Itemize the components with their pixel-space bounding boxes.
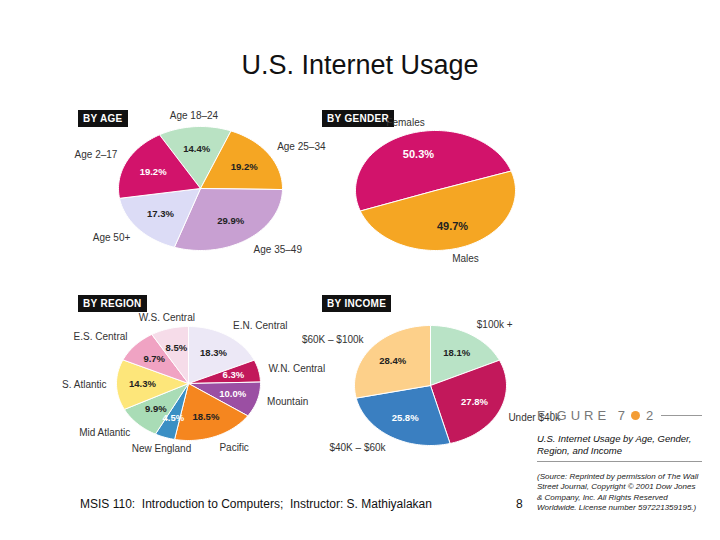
svg-text:28.4%: 28.4% <box>379 355 406 366</box>
svg-text:14.3%: 14.3% <box>129 378 156 389</box>
svg-text:Mountain: Mountain <box>267 396 308 407</box>
svg-text:Age 18–24: Age 18–24 <box>170 110 219 121</box>
svg-text:18.1%: 18.1% <box>443 347 470 358</box>
svg-text:19.2%: 19.2% <box>231 161 258 172</box>
svg-text:Mid Atlantic: Mid Atlantic <box>79 427 130 438</box>
svg-text:50.3%: 50.3% <box>403 148 434 160</box>
svg-text:18.3%: 18.3% <box>200 347 227 358</box>
svg-text:Age 25–34: Age 25–34 <box>277 141 326 152</box>
svg-text:9.7%: 9.7% <box>143 353 165 364</box>
svg-text:27.8%: 27.8% <box>461 396 488 407</box>
svg-text:9.9%: 9.9% <box>145 403 167 414</box>
svg-text:W.S. Central: W.S. Central <box>139 312 195 323</box>
svg-text:17.3%: 17.3% <box>147 208 174 219</box>
svg-text:18.5%: 18.5% <box>192 411 219 422</box>
svg-text:E.S. Central: E.S. Central <box>74 331 128 342</box>
svg-text:New England: New England <box>132 443 191 454</box>
svg-text:Age 50+: Age 50+ <box>93 232 131 243</box>
svg-text:Age 35–49: Age 35–49 <box>254 244 303 255</box>
svg-text:49.7%: 49.7% <box>437 220 468 232</box>
svg-text:Males: Males <box>452 253 479 264</box>
svg-text:6.3%: 6.3% <box>223 369 245 380</box>
svg-text:$100k +: $100k + <box>477 319 513 330</box>
svg-text:10.0%: 10.0% <box>219 388 246 399</box>
svg-text:$40K – $60k: $40K – $60k <box>329 442 386 453</box>
svg-text:S. Atlantic: S. Atlantic <box>62 379 106 390</box>
svg-text:14.4%: 14.4% <box>183 143 210 154</box>
svg-text:Females: Females <box>386 117 424 128</box>
svg-text:E.N. Central: E.N. Central <box>233 320 287 331</box>
svg-text:19.2%: 19.2% <box>140 165 167 176</box>
svg-text:25.8%: 25.8% <box>392 412 419 423</box>
svg-text:8.5%: 8.5% <box>166 342 188 353</box>
svg-text:Pacific: Pacific <box>219 442 248 453</box>
svg-text:29.9%: 29.9% <box>217 215 244 226</box>
svg-text:$60K – $100k: $60K – $100k <box>302 334 365 345</box>
svg-text:Age 2–17: Age 2–17 <box>75 149 118 160</box>
svg-text:W.N. Central: W.N. Central <box>268 363 325 374</box>
